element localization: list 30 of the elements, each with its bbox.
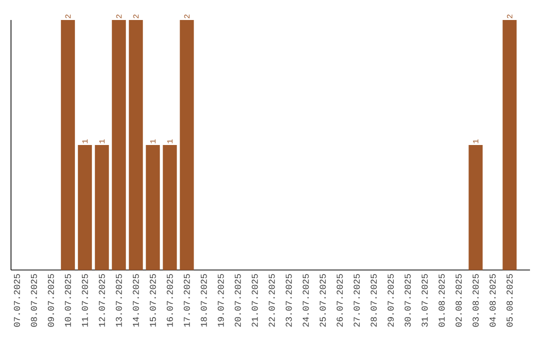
x-tick-label: 03.08.2025	[472, 274, 479, 327]
x-tick-label: 08.07.2025	[30, 274, 37, 327]
x-tick-label: 16.07.2025	[166, 274, 173, 327]
x-tick-label: 25.07.2025	[320, 274, 326, 327]
x-tick-label: 17.07.2025	[184, 274, 190, 327]
x-tick-label: 19.07.2025	[218, 274, 224, 327]
x-tick-label: 20.07.2025	[234, 274, 241, 327]
x-tick-label: 29.07.2025	[388, 274, 394, 327]
x-tick-label: 27.07.2025	[354, 274, 360, 327]
x-tick-label: 15.07.2025	[150, 274, 156, 327]
x-tick-label: 13.07.2025	[116, 274, 122, 327]
x-tick-label: 28.07.2025	[370, 274, 377, 327]
x-tick-label: 11.07.2025	[82, 274, 88, 327]
x-tick-label: 24.07.2025	[302, 274, 309, 327]
x-tick-label: 09.07.2025	[48, 274, 54, 327]
x-tick-label: 01.08.2025	[438, 274, 445, 327]
x-tick-label: 10.07.2025	[64, 274, 71, 327]
x-tick-label: 14.07.2025	[132, 274, 139, 327]
x-tick-label: 07.07.2025	[14, 274, 20, 327]
x-tick-label: 12.07.2025	[98, 274, 105, 327]
x-tick-label: 23.07.2025	[286, 274, 292, 327]
x-tick-label: 21.07.2025	[252, 274, 258, 327]
x-tick-label: 05.08.2025	[506, 274, 513, 327]
x-tick-label: 02.08.2025	[456, 274, 462, 327]
x-tick-label: 31.07.2025	[422, 274, 428, 327]
x-tick-label: 26.07.2025	[336, 274, 343, 327]
x-tick-label: 18.07.2025	[200, 274, 207, 327]
x-tick-label: 30.07.2025	[404, 274, 411, 327]
x-tick-label: 04.08.2025	[490, 274, 496, 327]
x-tick-label: 22.07.2025	[268, 274, 275, 327]
